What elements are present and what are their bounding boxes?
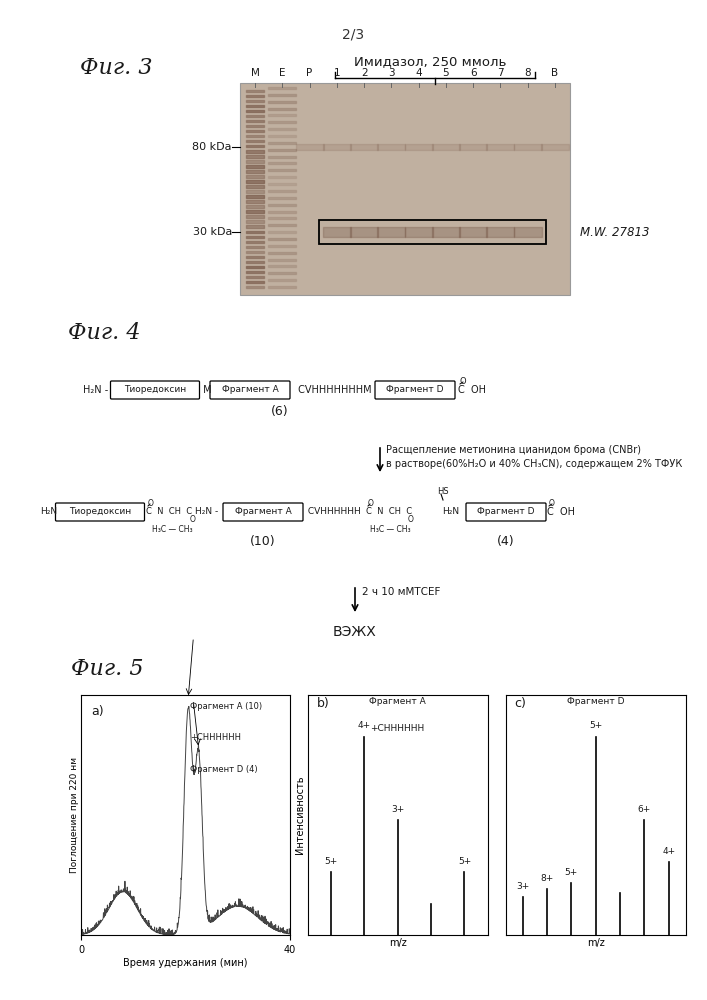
Text: CVHHHHHHHM: CVHHHHHHHM <box>295 385 375 395</box>
Text: Фрагмент D: Фрагмент D <box>477 508 534 516</box>
Text: C  N  CH  C: C N CH C <box>366 508 412 516</box>
Text: H₂N -: H₂N - <box>83 385 108 395</box>
Text: H₃C — CH₃: H₃C — CH₃ <box>370 524 411 534</box>
Text: Фрагмент D: Фрагмент D <box>386 385 444 394</box>
Text: Расщепление метионина цианидом брома (CNBr): Расщепление метионина цианидом брома (CN… <box>386 445 641 455</box>
Text: Фрагмент А: Фрагмент А <box>235 508 291 516</box>
Text: H₃C — CH₃: H₃C — CH₃ <box>152 524 192 534</box>
Text: Фрагмент D (4): Фрагмент D (4) <box>189 765 257 774</box>
Text: c): c) <box>515 697 527 710</box>
Text: 1: 1 <box>334 68 340 78</box>
FancyBboxPatch shape <box>110 381 199 399</box>
Text: a): a) <box>92 705 105 718</box>
Text: 5+: 5+ <box>589 721 602 730</box>
Text: Фрагмент D: Фрагмент D <box>567 697 624 706</box>
Text: ВЭЖХ: ВЭЖХ <box>333 625 377 639</box>
Bar <box>240 83 570 295</box>
Text: b): b) <box>317 697 329 710</box>
Text: O: O <box>408 516 414 524</box>
Text: M: M <box>200 385 215 395</box>
Text: O: O <box>368 498 374 508</box>
X-axis label: Время удержания (мин): Время удержания (мин) <box>123 958 248 968</box>
Text: Тиоредоксин: Тиоредоксин <box>69 508 131 516</box>
Text: O: O <box>148 498 154 508</box>
Text: +СНННННН: +СНННННН <box>189 733 241 742</box>
FancyBboxPatch shape <box>466 503 546 521</box>
Text: Фиг. 3: Фиг. 3 <box>80 57 153 79</box>
Text: P: P <box>306 68 312 78</box>
Text: (4): (4) <box>497 536 515 548</box>
Text: (10): (10) <box>250 536 276 548</box>
Text: 4: 4 <box>415 68 422 78</box>
Text: CVHHHHHH: CVHHHHHH <box>305 508 361 516</box>
Text: 6: 6 <box>470 68 477 78</box>
Text: 2 ч 10 мМТСЕF: 2 ч 10 мМТСЕF <box>362 587 440 597</box>
Y-axis label: Интенсивность: Интенсивность <box>295 776 305 854</box>
Text: 3+: 3+ <box>391 805 404 814</box>
Text: H₂N -: H₂N - <box>194 508 218 516</box>
Text: B: B <box>551 68 559 78</box>
Text: 5: 5 <box>443 68 449 78</box>
FancyBboxPatch shape <box>210 381 290 399</box>
Text: 2/3: 2/3 <box>342 28 365 42</box>
Text: 5+: 5+ <box>325 857 337 866</box>
Text: 6+: 6+ <box>638 805 651 814</box>
Text: в растворе(60%H₂O и 40% CH₃CN), содержащем 2% ТФУК: в растворе(60%H₂O и 40% CH₃CN), содержащ… <box>386 459 682 469</box>
Text: O: O <box>190 516 196 524</box>
Text: +СНННННН: +СНННННН <box>370 724 425 733</box>
Text: Фрагмент А (10): Фрагмент А (10) <box>189 702 262 711</box>
Text: 5+: 5+ <box>565 868 578 877</box>
X-axis label: m/z: m/z <box>587 938 604 948</box>
Text: 8+: 8+ <box>540 874 554 883</box>
Text: Фрагмент А: Фрагмент А <box>221 385 279 394</box>
Text: 3+: 3+ <box>516 882 529 891</box>
Text: Тиоредоксин: Тиоредоксин <box>124 385 186 394</box>
FancyBboxPatch shape <box>56 503 144 521</box>
Text: C  N  CH  C: C N CH C <box>146 508 192 516</box>
Text: 2: 2 <box>361 68 368 78</box>
Y-axis label: Поглощение при 220 нм: Поглощение при 220 нм <box>69 757 78 873</box>
Text: Фиг. 5: Фиг. 5 <box>71 658 144 680</box>
Text: 4+: 4+ <box>662 847 675 856</box>
Text: C  OH: C OH <box>458 385 486 395</box>
Text: M: M <box>250 68 259 78</box>
Text: Имидазол, 250 ммоль: Имидазол, 250 ммоль <box>354 55 506 68</box>
Text: E: E <box>279 68 286 78</box>
Text: Фиг. 4: Фиг. 4 <box>68 322 141 344</box>
Text: (6): (6) <box>271 406 289 418</box>
Text: 8: 8 <box>525 68 531 78</box>
Text: O: O <box>460 376 467 385</box>
Text: Фрагмент А: Фрагмент А <box>369 697 426 706</box>
Text: HS: HS <box>437 488 449 496</box>
Text: H₂N: H₂N <box>442 508 459 516</box>
FancyBboxPatch shape <box>375 381 455 399</box>
Bar <box>319 220 546 244</box>
Text: 30 kDa: 30 kDa <box>192 227 232 237</box>
Text: 4+: 4+ <box>358 721 371 730</box>
Text: 3: 3 <box>388 68 395 78</box>
Text: 7: 7 <box>497 68 504 78</box>
Text: M.W. 27813: M.W. 27813 <box>580 226 650 238</box>
Text: C  OH: C OH <box>547 507 575 517</box>
Text: 5+: 5+ <box>458 857 471 866</box>
FancyBboxPatch shape <box>223 503 303 521</box>
Text: H₂N: H₂N <box>40 508 57 516</box>
Text: 80 kDa: 80 kDa <box>192 142 232 152</box>
X-axis label: m/z: m/z <box>389 938 407 948</box>
Text: O: O <box>549 498 555 508</box>
